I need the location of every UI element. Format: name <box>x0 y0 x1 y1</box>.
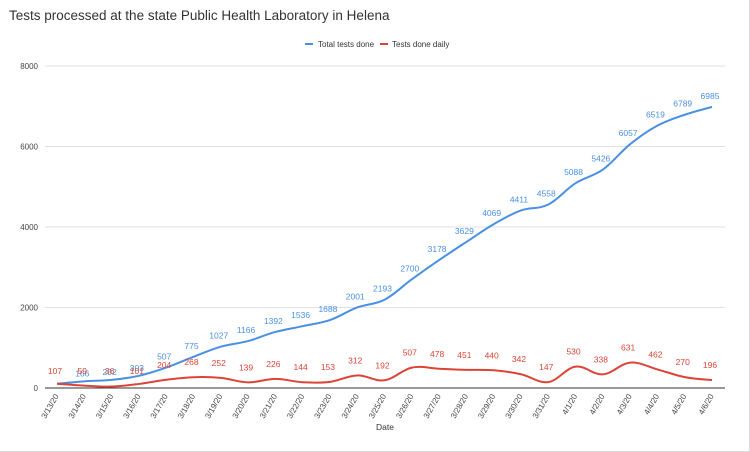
legend-label-daily: Tests done daily <box>392 40 449 49</box>
total-data-label: 775 <box>184 341 198 351</box>
daily-data-label: 139 <box>239 362 253 372</box>
y-tick-label: 2000 <box>20 304 38 313</box>
total-data-label: 1166 <box>237 325 256 335</box>
x-tick-label: 4/2/20 <box>588 392 607 416</box>
total-data-label: 6985 <box>701 91 720 101</box>
daily-data-label: 144 <box>294 362 308 372</box>
total-data-label: 5426 <box>591 154 610 164</box>
daily-data-label: 107 <box>48 366 62 376</box>
total-data-label: 5088 <box>564 167 583 177</box>
total-data-label: 1392 <box>264 316 283 326</box>
x-tick-label: 3/23/20 <box>313 392 334 420</box>
x-tick-label: 4/1/20 <box>560 392 579 416</box>
total-data-label: 2700 <box>400 263 419 273</box>
x-tick-label: 3/18/20 <box>176 392 197 420</box>
legend-label-total: Total tests done <box>318 40 375 49</box>
x-tick-label: 4/3/20 <box>615 392 634 416</box>
total-data-label: 4558 <box>537 189 556 199</box>
y-tick-label: 4000 <box>20 223 38 232</box>
daily-tests-line <box>56 361 713 388</box>
total-data-label: 6789 <box>673 99 692 109</box>
x-tick-label: 3/15/20 <box>94 392 115 420</box>
daily-data-label: 270 <box>676 357 690 367</box>
daily-data-label: 312 <box>348 355 362 365</box>
daily-data-label: 478 <box>430 349 444 359</box>
total-data-label: 507 <box>157 352 171 362</box>
x-tick-label: 4/4/20 <box>642 392 661 416</box>
x-tick-label: 3/31/20 <box>531 392 552 420</box>
total-data-label: 4411 <box>510 194 529 204</box>
total-data-label: 6519 <box>646 110 665 120</box>
x-tick-label: 3/16/20 <box>121 392 142 420</box>
x-tick-label: 3/21/20 <box>258 392 279 420</box>
daily-data-label: 462 <box>648 349 662 359</box>
daily-data-label: 36 <box>105 366 115 376</box>
chart-title: Tests processed at the state Public Heal… <box>9 8 390 23</box>
total-data-label: 1536 <box>291 310 310 320</box>
x-axis-title: Date <box>376 422 394 432</box>
daily-data-label: 153 <box>321 362 335 372</box>
total-data-label: 202 <box>102 367 116 377</box>
total-data-label: 2193 <box>373 284 392 294</box>
total-data-label: 3178 <box>428 244 447 254</box>
daily-data-label: 59 <box>78 366 88 376</box>
daily-data-label: 451 <box>457 350 471 360</box>
x-tick-label: 3/30/20 <box>504 392 525 420</box>
daily-data-label: 631 <box>621 343 635 353</box>
total-data-label: 6057 <box>619 128 638 138</box>
y-tick-label: 8000 <box>20 62 38 71</box>
daily-data-label: 338 <box>594 354 608 364</box>
daily-data-label: 101 <box>130 366 144 376</box>
y-tick-label: 6000 <box>20 143 38 152</box>
total-data-label: 2001 <box>346 291 365 301</box>
daily-data-label: 226 <box>266 359 280 369</box>
x-tick-label: 4/5/20 <box>670 392 689 416</box>
x-tick-label: 3/29/20 <box>476 392 497 420</box>
x-tick-label: 4/6/20 <box>697 392 716 416</box>
x-tick-label: 3/27/20 <box>422 392 443 420</box>
daily-data-label: 196 <box>703 360 717 370</box>
total-data-label: 4069 <box>482 208 501 218</box>
x-tick-label: 3/19/20 <box>203 392 224 420</box>
x-tick-label: 3/24/20 <box>340 392 361 420</box>
x-tick-label: 3/22/20 <box>285 392 306 420</box>
x-tick-label: 3/25/20 <box>367 392 388 420</box>
daily-data-label: 147 <box>539 362 553 372</box>
y-tick-label: 0 <box>34 384 39 393</box>
total-tests-line <box>56 105 713 385</box>
daily-data-label: 192 <box>375 360 389 370</box>
x-tick-label: 3/17/20 <box>149 392 170 420</box>
x-tick-label: 3/13/20 <box>40 392 61 420</box>
daily-data-label: 268 <box>184 357 198 367</box>
daily-data-label: 530 <box>566 347 580 357</box>
x-tick-label: 3/26/20 <box>394 392 415 420</box>
daily-data-label: 440 <box>485 350 499 360</box>
daily-data-label: 342 <box>512 354 526 364</box>
total-data-label: 3629 <box>455 226 474 236</box>
total-data-label: 166 <box>75 368 89 378</box>
x-tick-label: 3/14/20 <box>67 392 88 420</box>
daily-data-label: 204 <box>157 360 171 370</box>
x-tick-label: 3/20/20 <box>231 392 252 420</box>
daily-data-label: 507 <box>403 348 417 358</box>
x-tick-label: 3/28/20 <box>449 392 470 420</box>
total-data-label: 1027 <box>209 331 228 341</box>
total-data-label: 303 <box>130 363 144 373</box>
total-data-label: 1688 <box>318 304 337 314</box>
daily-data-label: 252 <box>212 358 226 368</box>
